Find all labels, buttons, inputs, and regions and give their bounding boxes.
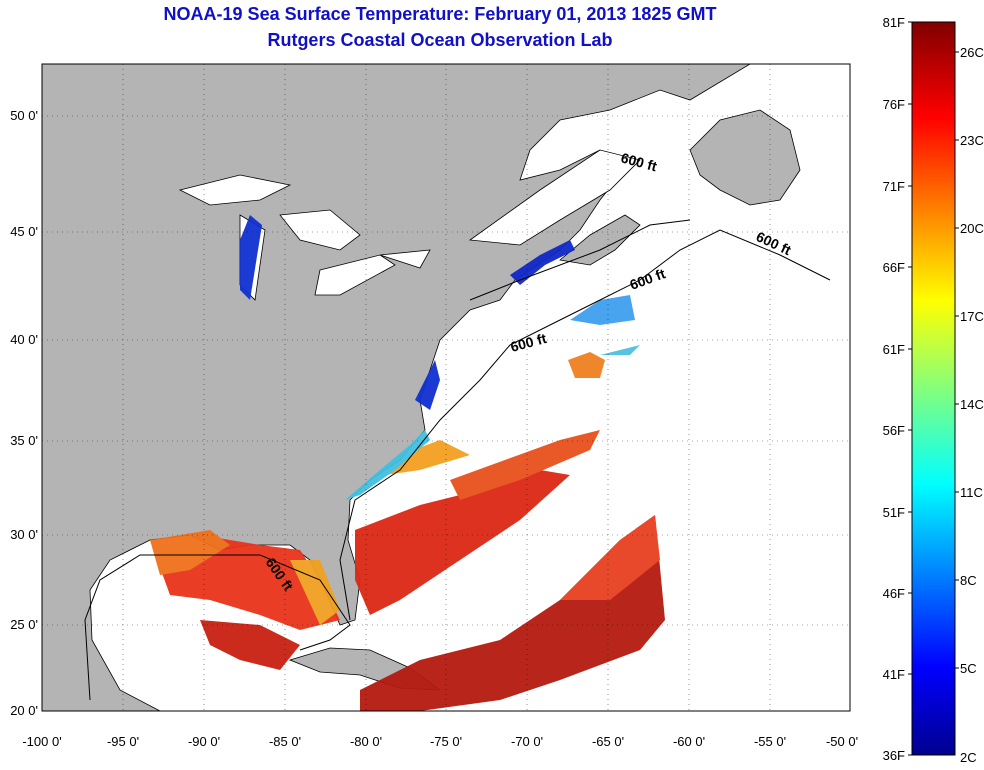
colorbar-c-label: 26C: [960, 45, 984, 60]
y-tick-label: 20 0': [10, 703, 38, 718]
sst-sargasso: [450, 430, 600, 500]
sst-mid-atlantic: [600, 345, 640, 355]
x-tick-label: -75 0': [430, 734, 462, 749]
sst-georges-bank: [570, 295, 635, 325]
colorbar-f-label: 46F: [883, 586, 905, 601]
sst-cape-hatteras: [385, 440, 470, 475]
sst-gulf-shelf: [290, 560, 340, 625]
colorbar-fahrenheit-labels: 81F 76F 71F 66F 61F 56F 51F 46F 41F 36F: [883, 15, 905, 763]
sst-caribbean: [360, 515, 665, 711]
y-tick-label: 50 0': [10, 108, 38, 123]
sst-bahamas: [355, 470, 570, 615]
colorbar-f-label: 61F: [883, 342, 905, 357]
x-tick-label: -95 0': [107, 734, 139, 749]
colorbar-c-label: 17C: [960, 309, 984, 324]
sst-se-coast: [345, 430, 430, 500]
colorbar-ticks: [908, 21, 959, 756]
sst-warm-eddy: [568, 352, 605, 378]
colorbar-c-label: 8C: [960, 573, 977, 588]
x-tick-label: -50 0': [826, 734, 858, 749]
x-tick-label: -80 0': [350, 734, 382, 749]
y-axis-ticks: 50 0' 45 0' 40 0' 35 0' 30 0' 25 0' 20 0…: [10, 108, 38, 718]
map-subtitle: Rutgers Coastal Ocean Observation Lab: [267, 30, 613, 50]
x-tick-label: -60 0': [673, 734, 705, 749]
colorbar-f-label: 51F: [883, 505, 905, 520]
st-lawrence-estuary: [468, 149, 641, 246]
nova-scotia-land: [559, 214, 641, 266]
colorbar-c-label: 2C: [960, 750, 977, 765]
newfoundland-land: [689, 109, 801, 206]
colorbar-c-label: 20C: [960, 221, 984, 236]
map-title: NOAA-19 Sea Surface Temperature: Februar…: [163, 4, 717, 24]
sst-chesapeake: [415, 360, 440, 410]
colorbar-celsius-labels: 26C 23C 20C 17C 14C 11C 8C 5C 2C: [960, 45, 984, 765]
x-tick-label: -85 0': [269, 734, 301, 749]
x-tick-label: -55 0': [754, 734, 786, 749]
colorbar-f-label: 76F: [883, 97, 905, 112]
y-tick-label: 35 0': [10, 433, 38, 448]
isobath-600ft: [84, 219, 831, 701]
colorbar-f-label: 66F: [883, 260, 905, 275]
sst-data: [150, 215, 665, 711]
colorbar-c-label: 11C: [960, 485, 983, 500]
y-tick-label: 25 0': [10, 617, 38, 632]
sst-caribbean-light: [560, 515, 660, 600]
x-tick-label: -90 0': [188, 734, 220, 749]
colorbar-c-label: 14C: [960, 397, 984, 412]
colorbar-f-label: 71F: [883, 179, 905, 194]
sst-gulf-west: [150, 530, 230, 575]
y-tick-label: 40 0': [10, 332, 38, 347]
colorbar-f-label: 41F: [883, 667, 905, 682]
colorbar-f-label: 81F: [883, 15, 905, 30]
y-tick-label: 30 0': [10, 527, 38, 542]
sst-gulf-south: [200, 620, 300, 670]
colorbar-c-label: 23C: [960, 133, 984, 148]
sst-great-lakes: [240, 215, 262, 300]
colorbar-c-label: 5C: [960, 661, 977, 676]
x-axis-ticks: -100 0' -95 0' -90 0' -85 0' -80 0' -75 …: [22, 734, 858, 749]
sst-gulf-maine: [510, 240, 575, 285]
colorbar-gradient: [911, 21, 956, 756]
x-tick-label: -65 0': [592, 734, 624, 749]
x-tick-label: -100 0': [22, 734, 61, 749]
map-frame: [41, 63, 851, 712]
y-tick-label: 45 0': [10, 224, 38, 239]
x-tick-label: -70 0': [511, 734, 543, 749]
colorbar-f-label: 56F: [883, 423, 905, 438]
colorbar-f-label: 36F: [883, 748, 905, 763]
